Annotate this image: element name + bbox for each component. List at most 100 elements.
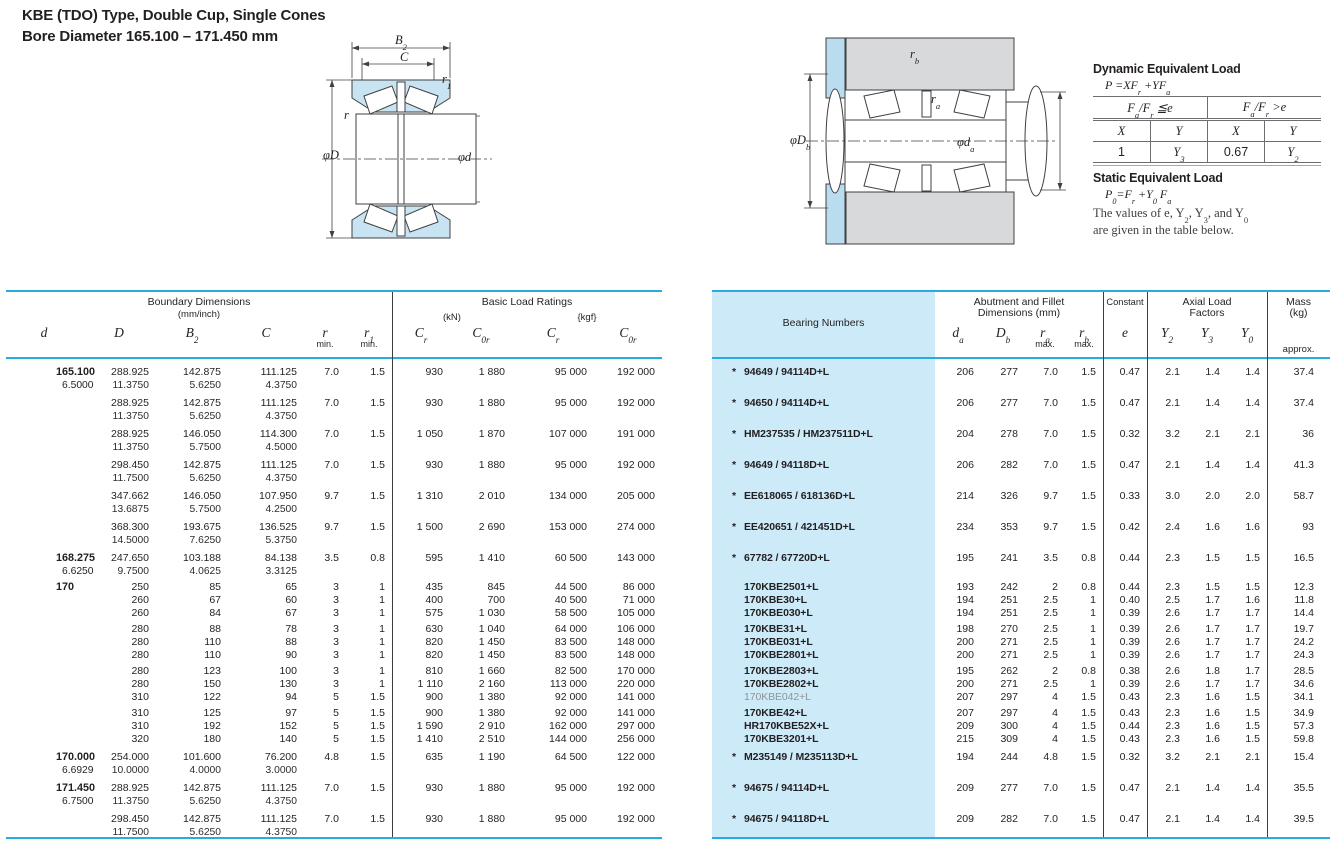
cell-Y2: 2.3	[1165, 707, 1180, 719]
cell-r: 3	[333, 678, 339, 690]
dynamic-load-title: Dynamic Equivalent Load	[1093, 62, 1241, 76]
cell-D: 298.450	[111, 459, 149, 471]
cell-ra: 4	[1052, 720, 1058, 732]
table-row: 165.100 288.925 142.875 111.125 7.0 1.5 930 1 8…	[6, 366, 662, 379]
bearing-number-label: EE618065 / 618136D+L	[744, 490, 855, 502]
cell-empty	[594, 472, 662, 485]
right-row-group: * 94649 / 94114D+L 206 277 7.0 1.5 0.47 2.1 1.4 1…	[712, 361, 1330, 392]
cell-e: 0.39	[1119, 649, 1140, 661]
cell-r1: 1.5	[370, 720, 385, 732]
cell-empty	[392, 565, 450, 578]
cell-bearing-number: * 94675 / 94118D+L	[712, 813, 935, 826]
cell-empty	[594, 503, 662, 516]
bearing-number-label: 170KBE3201+L	[744, 733, 819, 745]
cell-d	[6, 707, 82, 720]
mm-inch-subheading: (mm/inch)	[177, 309, 221, 320]
cell-Y2: 2.3	[1165, 733, 1180, 745]
table-row: 298.450 142.875 111.125 7.0 1.5 930 1 880 95 00…	[6, 459, 662, 472]
cell-c0r-kgf: 122 000	[617, 751, 655, 763]
cell-empty	[392, 764, 450, 777]
cell-D-inch: 9.7500	[117, 566, 150, 577]
cell-cr-kgf: 95 000	[554, 782, 587, 794]
kgf-subheading: {kgf}	[577, 312, 597, 323]
y1-header: Y	[1150, 121, 1207, 141]
cell-Y2: 2.6	[1165, 665, 1180, 677]
cell-B2-inch: 5.6250	[189, 380, 222, 391]
cell-r1: 1.5	[370, 521, 385, 533]
cell-Y0: 1.6	[1245, 521, 1260, 533]
cell-D-inch: 14.5000	[111, 535, 149, 546]
cell-Y0: 1.4	[1245, 459, 1260, 471]
cell-c0r-kgf: 191 000	[617, 428, 655, 440]
right-row-group: * M235149 / M235113D+L 194 244 4.8 1.5 0.32 3.2…	[712, 746, 1330, 777]
cell-cr-kgf: 92 000	[554, 691, 587, 703]
cell-c0r-kn: 1 030	[478, 607, 505, 619]
cell-cr-kn: 400	[425, 594, 443, 606]
cell-c0r-kn: 1 040	[478, 623, 505, 635]
bearing-number-label: 170KBE031+L	[744, 636, 813, 648]
cell-Y0: 1.6	[1245, 594, 1260, 606]
cell-D: 288.925	[111, 428, 149, 440]
cell-empty	[450, 472, 512, 485]
cell-r: 5	[333, 707, 339, 719]
cell-c0r-kn: 1 380	[478, 707, 505, 719]
cell-d-inch: 6.5000	[62, 380, 94, 391]
cell-d: 170.000	[56, 751, 96, 763]
cell-bearing-number: 170KBE2801+L	[712, 649, 935, 662]
cell-C: 111.125	[260, 813, 297, 825]
cell-empty	[450, 503, 512, 516]
dynamic-load-formula: P =XFr +YFa	[1105, 78, 1171, 97]
table-row: 288.925 142.875 111.125 7.0 1.5 930 1 880 95 00…	[6, 397, 662, 410]
cell-c0r-kgf: 192 000	[617, 813, 655, 825]
cell-bearing-number: 170KBE2803+L	[712, 665, 935, 678]
left-row-group: 170.000 254.000 101.600 76.200 4.8 1.5 635 1 19…	[6, 746, 662, 777]
cell-bearing-number: 170KBE2802+L	[712, 678, 935, 691]
cell-D-inch: 11.3750	[112, 796, 149, 807]
cell-ra: 9.7	[1043, 521, 1058, 533]
cell-c0r-kn: 1 880	[478, 366, 505, 378]
right-symbol-row: da Db ra max. rb max. e Y2 Y3 Y0	[712, 326, 1330, 349]
cell-empty	[392, 795, 450, 808]
cell-C-inch: 4.3750	[265, 796, 298, 807]
cell-B2: 103.188	[183, 552, 221, 564]
cell-ra: 7.0	[1043, 428, 1058, 440]
cell-empty	[304, 379, 346, 392]
cell-empty	[392, 379, 450, 392]
cell-D: 368.300	[111, 521, 149, 533]
cell-empty	[392, 410, 450, 423]
cell-C-inch: 4.3750	[265, 411, 298, 422]
cell-empty	[304, 534, 346, 547]
table-row: 320 180 140 5 1.5 1 410 2 510 144 000 256 000	[6, 733, 662, 746]
cell-d	[6, 521, 82, 534]
table-row-inch: 11.3750 5.6250 4.3750	[6, 410, 662, 423]
cell-cr-kn: 1 590	[416, 720, 443, 732]
cell-B2: 122	[203, 691, 221, 703]
cell-cr-kn: 820	[425, 636, 443, 648]
cell-e: 0.38	[1119, 665, 1140, 677]
cell-c0r-kn: 2 910	[478, 720, 505, 732]
cell-rb: 1.5	[1081, 521, 1096, 533]
cell-C: 76.200	[264, 751, 297, 763]
boundary-dims-heading: Boundary Dimensions	[147, 296, 251, 308]
cell-empty	[450, 379, 512, 392]
cell-C-inch: 4.5000	[265, 442, 298, 453]
cell-c0r-kgf: 71 000	[622, 594, 655, 606]
table-row: 310 192 152 5 1.5 1 590 2 910 162 000 297 000	[6, 720, 662, 733]
cell-rb: 1.5	[1081, 490, 1096, 502]
cell-Y0: 1.7	[1245, 678, 1260, 690]
cell-d	[6, 720, 82, 733]
cell-B2-inch: 5.7500	[189, 442, 222, 453]
cell-d-inch	[6, 472, 82, 485]
col-Y3: Y3	[1200, 325, 1214, 346]
cell-C: 100	[279, 665, 297, 677]
cell-B2: 85	[209, 581, 221, 593]
cell-c0r-kn: 1 410	[478, 552, 505, 564]
cell-Y2: 2.1	[1165, 782, 1180, 794]
cell-e: 0.44	[1119, 581, 1140, 593]
left-row-group: 347.662 146.050 107.950 9.7 1.5 1 310 2 010 134…	[6, 485, 662, 516]
cell-Db: 277	[1000, 397, 1018, 409]
cell-e: 0.47	[1119, 459, 1140, 471]
cell-r1: 1	[379, 665, 385, 677]
cell-ra: 2.5	[1043, 649, 1058, 661]
cell-Db: 309	[1000, 733, 1018, 745]
